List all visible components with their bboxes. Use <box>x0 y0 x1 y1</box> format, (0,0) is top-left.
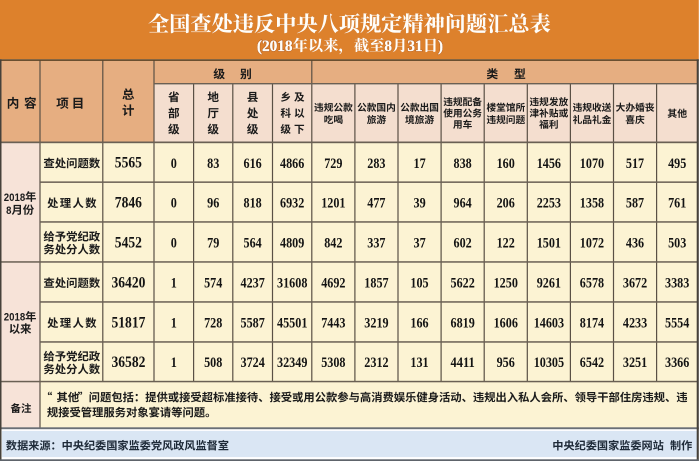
svg-text:503: 503 <box>668 236 686 252</box>
svg-text:7443: 7443 <box>321 316 345 332</box>
svg-text:4411: 4411 <box>451 355 475 371</box>
svg-text:564: 564 <box>244 236 262 252</box>
svg-text:508: 508 <box>204 355 222 371</box>
svg-text:(2018: (2018 <box>257 38 293 55</box>
svg-text:0: 0 <box>171 196 177 212</box>
svg-text:5308: 5308 <box>321 355 345 371</box>
svg-text:79: 79 <box>207 236 219 252</box>
svg-text:838: 838 <box>454 156 472 172</box>
svg-text:17: 17 <box>414 156 426 172</box>
svg-text:1456: 1456 <box>537 156 561 172</box>
svg-text:8: 8 <box>6 205 11 217</box>
svg-text:495: 495 <box>668 156 686 172</box>
svg-text:(2018: (2018 <box>257 38 293 55</box>
svg-text:): ) <box>438 38 443 55</box>
svg-text:7846: 7846 <box>115 195 142 212</box>
svg-text:477: 477 <box>367 196 385 212</box>
svg-text:3383: 3383 <box>665 276 689 292</box>
svg-text:436: 436 <box>626 236 644 252</box>
svg-text:1: 1 <box>171 355 177 371</box>
svg-text:206: 206 <box>497 196 515 212</box>
svg-text:5565: 5565 <box>115 155 142 172</box>
svg-text:4237: 4237 <box>241 276 265 292</box>
svg-text:3219: 3219 <box>364 316 388 332</box>
svg-text:5554: 5554 <box>665 316 689 332</box>
svg-text:8: 8 <box>384 38 392 55</box>
svg-text:6542: 6542 <box>580 355 604 371</box>
svg-text:337: 337 <box>367 236 385 252</box>
svg-text:818: 818 <box>244 196 262 212</box>
svg-text:729: 729 <box>324 156 342 172</box>
svg-text:517: 517 <box>626 156 644 172</box>
svg-text:761: 761 <box>668 196 686 212</box>
svg-text:8174: 8174 <box>580 316 604 332</box>
svg-text:2253: 2253 <box>537 196 561 212</box>
svg-text:8: 8 <box>384 38 392 55</box>
svg-text:1072: 1072 <box>580 236 604 252</box>
svg-text:616: 616 <box>244 156 262 172</box>
svg-text:32349: 32349 <box>277 355 307 371</box>
svg-text:2312: 2312 <box>364 355 388 371</box>
svg-text:2018: 2018 <box>4 192 25 204</box>
svg-text:122: 122 <box>497 236 515 252</box>
svg-text:964: 964 <box>454 196 472 212</box>
svg-text:3366: 3366 <box>665 355 689 371</box>
svg-text:842: 842 <box>324 236 342 252</box>
svg-text:2018: 2018 <box>4 312 25 324</box>
svg-text:1: 1 <box>171 276 177 292</box>
svg-text:160: 160 <box>497 156 515 172</box>
svg-text:36582: 36582 <box>112 354 146 371</box>
svg-text:5587: 5587 <box>241 316 265 332</box>
svg-text:4866: 4866 <box>280 156 304 172</box>
svg-text:5452: 5452 <box>115 234 142 251</box>
svg-text:1857: 1857 <box>364 276 388 292</box>
svg-text:3672: 3672 <box>623 276 647 292</box>
svg-text:1201: 1201 <box>321 196 345 212</box>
svg-text:6932: 6932 <box>280 196 304 212</box>
svg-text:0: 0 <box>171 236 177 252</box>
svg-text:37: 37 <box>414 236 426 252</box>
svg-text:131: 131 <box>410 355 428 371</box>
svg-text:10305: 10305 <box>534 355 564 371</box>
svg-text:31: 31 <box>407 38 422 55</box>
svg-text:45501: 45501 <box>277 316 307 332</box>
svg-text:166: 166 <box>410 316 428 332</box>
svg-text:283: 283 <box>367 156 385 172</box>
svg-text:31: 31 <box>407 38 422 55</box>
svg-text:1: 1 <box>171 316 177 332</box>
svg-text:1606: 1606 <box>494 316 518 332</box>
svg-text:31608: 31608 <box>277 276 307 292</box>
svg-text:4692: 4692 <box>321 276 345 292</box>
svg-text:4809: 4809 <box>280 236 304 252</box>
svg-text:587: 587 <box>626 196 644 212</box>
svg-text:956: 956 <box>497 355 515 371</box>
svg-text:1070: 1070 <box>580 156 604 172</box>
svg-text:1501: 1501 <box>537 236 561 252</box>
svg-text:0: 0 <box>171 156 177 172</box>
svg-text:105: 105 <box>410 276 428 292</box>
svg-text:39: 39 <box>414 196 426 212</box>
svg-text:83: 83 <box>207 156 219 172</box>
svg-text:3724: 3724 <box>241 355 265 371</box>
svg-text:6819: 6819 <box>451 316 475 332</box>
svg-text:728: 728 <box>204 316 222 332</box>
svg-text:14603: 14603 <box>534 316 564 332</box>
svg-text:36420: 36420 <box>112 274 146 291</box>
svg-text:574: 574 <box>204 276 222 292</box>
svg-text:602: 602 <box>454 236 472 252</box>
svg-text:1250: 1250 <box>494 276 518 292</box>
svg-text:3251: 3251 <box>623 355 647 371</box>
svg-text:): ) <box>438 38 443 55</box>
svg-text:1358: 1358 <box>580 196 604 212</box>
svg-text:4233: 4233 <box>623 316 647 332</box>
svg-text:9261: 9261 <box>537 276 561 292</box>
svg-text:51817: 51817 <box>112 314 146 331</box>
svg-text:6578: 6578 <box>580 276 604 292</box>
svg-text:5622: 5622 <box>451 276 475 292</box>
svg-text:96: 96 <box>207 196 219 212</box>
